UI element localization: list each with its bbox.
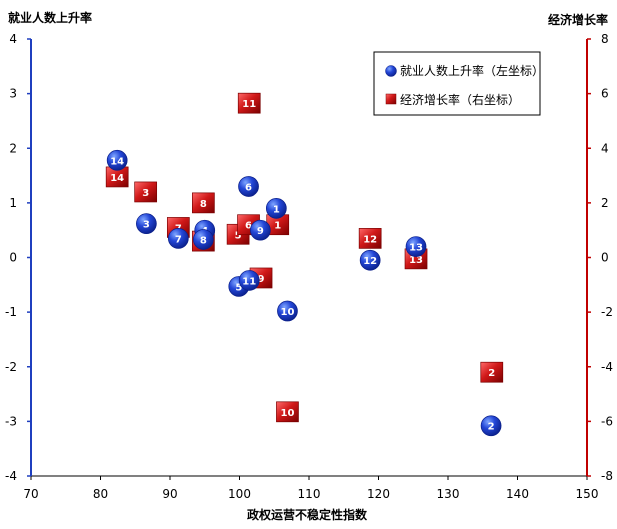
x-tick-label: 150 [576, 487, 599, 501]
employment-point-6 [238, 176, 259, 197]
x-tick-label: 80 [93, 487, 108, 501]
employment-point-2 [480, 415, 502, 437]
y-right-tick-label: 6 [601, 87, 609, 101]
growth-point-label: 1 [274, 221, 281, 232]
employment-point-label: 1 [273, 204, 280, 215]
y-left-tick-label: -2 [5, 360, 17, 374]
employment-point-1 [265, 197, 287, 219]
y-right-tick-label: 0 [601, 251, 609, 265]
y-left-tick-label: 1 [9, 196, 17, 210]
employment-point-label: 3 [143, 220, 150, 231]
y-left-tick-label: -3 [5, 414, 17, 428]
growth-point-8 [192, 192, 215, 214]
x-axis-title: 政权运营不稳定性指数 [247, 507, 368, 522]
employment-point-label: 14 [110, 156, 124, 167]
x-tick-label: 120 [367, 487, 390, 501]
x-tick-label: 70 [23, 487, 38, 501]
growth-point-label: 10 [280, 408, 294, 419]
y-right-tick-label: 8 [601, 32, 609, 46]
legend-circle-marker [385, 65, 397, 77]
x-tick-label: 100 [228, 487, 251, 501]
y-left-tick-label: 4 [9, 32, 17, 46]
growth-point-2 [480, 361, 504, 383]
y-right-tick-label: -4 [601, 360, 613, 374]
employment-point-3 [136, 213, 157, 234]
legend-label-employment: 就业人数上升率（左坐标） [400, 63, 544, 78]
growth-point-10 [276, 401, 299, 423]
x-tick-label: 110 [298, 487, 321, 501]
employment-point-label: 11 [242, 276, 256, 287]
x-tick-label: 90 [162, 487, 177, 501]
y-left-axis-title: 就业人数上升率 [8, 10, 92, 25]
growth-point-12 [358, 228, 382, 249]
growth-point-label: 12 [363, 234, 377, 245]
employment-point-label: 6 [245, 182, 252, 193]
growth-point-label: 14 [110, 173, 124, 184]
legend-box [373, 51, 541, 116]
employment-point-8 [193, 229, 214, 250]
legend-square-marker [385, 93, 397, 105]
employment-point-label: 8 [200, 235, 207, 246]
y-left-tick-label: 2 [9, 141, 17, 155]
employment-point-7 [167, 228, 189, 249]
legend: 就业人数上升率（左坐标） 经济增长率（右坐标） [373, 51, 544, 116]
x-tick-label: 130 [437, 487, 460, 501]
y-right-tick-label: -8 [601, 469, 613, 483]
growth-point-label: 5 [235, 230, 242, 241]
axes-layer: 70 80 90 100 110 120 130 140 150-4-3-2-101234-8-… [5, 32, 613, 501]
employment-point-label: 9 [257, 226, 264, 237]
y-left-tick-label: 0 [9, 251, 17, 265]
growth-point-label: 3 [142, 188, 149, 199]
growth-point-label: 6 [245, 221, 252, 232]
y-left-tick-label: -4 [5, 469, 17, 483]
growth-point-label: 11 [242, 99, 256, 110]
y-left-tick-label: 3 [9, 87, 17, 101]
employment-point-9 [250, 219, 271, 241]
growth-point-label: 8 [200, 199, 207, 210]
y-right-tick-label: -2 [601, 305, 613, 319]
growth-point-3 [134, 181, 158, 203]
growth-point-label: 9 [258, 274, 265, 285]
employment-point-13 [405, 236, 427, 257]
legend-label-growth: 经济增长率（右坐标） [400, 92, 520, 107]
employment-point-11 [238, 270, 260, 291]
y-right-tick-label: 4 [601, 141, 609, 155]
marks-layer: 12345678910111213141234567891011121314 [105, 92, 504, 437]
growth-point-label: 13 [409, 255, 423, 266]
employment-point-label: 10 [280, 307, 294, 318]
employment-point-label: 2 [488, 422, 495, 433]
employment-point-label: 5 [235, 282, 242, 293]
y-right-tick-label: 2 [601, 196, 609, 210]
growth-point-label: 2 [488, 368, 495, 379]
employment-point-14 [106, 149, 128, 171]
y-left-tick-label: -1 [5, 305, 17, 319]
employment-point-label: 7 [175, 234, 182, 245]
y-right-tick-label: -6 [601, 414, 613, 428]
x-tick-label: 140 [506, 487, 529, 501]
employment-point-label: 13 [409, 243, 423, 254]
employment-point-10 [277, 300, 298, 322]
growth-point-11 [237, 92, 261, 114]
employment-point-12 [359, 249, 381, 271]
employment-point-label: 12 [363, 256, 377, 267]
y-right-axis-title: 经济增长率 [548, 12, 608, 27]
